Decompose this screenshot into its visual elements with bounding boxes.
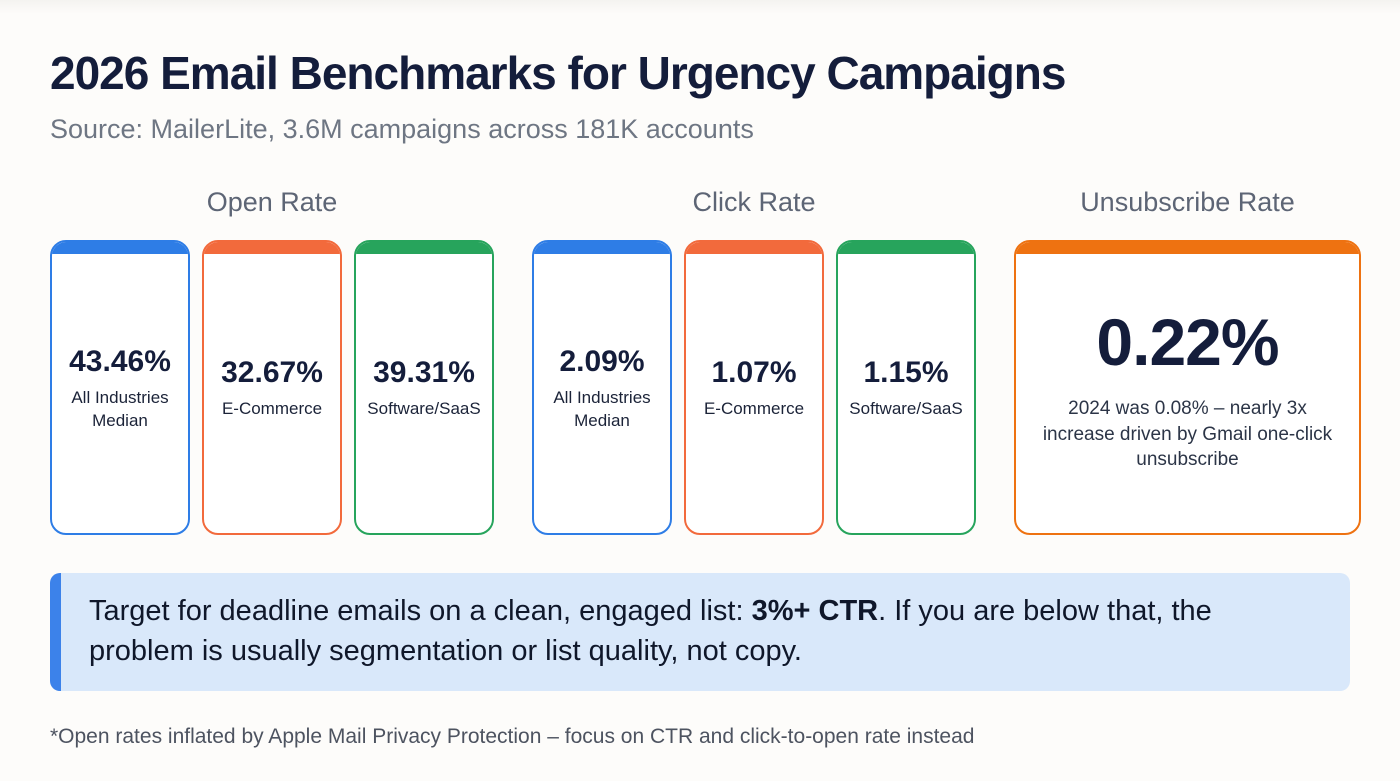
- target-callout: Target for deadline emails on a clean, e…: [50, 573, 1350, 692]
- stat-label: All Industries Median: [553, 388, 651, 430]
- stat-card-unsubscribe: 0.22% 2024 was 0.08% – nearly 3x increas…: [1014, 240, 1361, 535]
- source-subtitle: Source: MailerLite, 3.6M campaigns acros…: [50, 114, 754, 144]
- card-body: 0.22% 2024 was 0.08% – nearly 3x increas…: [1016, 254, 1359, 533]
- callout-text-suffix: . If you are below that, the problem is …: [89, 595, 1212, 668]
- card-body: 2.09% All Industries Median: [534, 254, 670, 533]
- stat-card-click-ecommerce: 1.07% E-Commerce: [684, 240, 824, 535]
- card-top-accent: [356, 242, 492, 254]
- stat-value: 39.31%: [373, 356, 475, 390]
- card-body: 39.31% Software/SaaS: [356, 254, 492, 533]
- group-click-rate: Click Rate 2.09% All Industries Median 1…: [532, 187, 976, 535]
- footnote: *Open rates inflated by Apple Mail Priva…: [50, 725, 975, 749]
- card-top-accent: [1016, 242, 1359, 254]
- stat-card-click-saas: 1.15% Software/SaaS: [836, 240, 976, 535]
- stat-value: 1.07%: [711, 356, 797, 390]
- click-rate-cards: 2.09% All Industries Median 1.07% E-Comm…: [532, 240, 976, 535]
- card-body: 32.67% E-Commerce: [204, 254, 340, 533]
- stat-card-click-all-industries: 2.09% All Industries Median: [532, 240, 672, 535]
- callout-text-bold: 3%+ CTR: [751, 595, 879, 627]
- card-top-accent: [204, 242, 340, 254]
- card-body: 43.46% All Industries Median: [52, 254, 188, 533]
- group-unsubscribe-rate: Unsubscribe Rate 0.22% 2024 was 0.08% – …: [1014, 187, 1361, 535]
- stat-label: All Industries Median: [71, 388, 169, 430]
- card-body: 1.15% Software/SaaS: [838, 254, 974, 533]
- card-top-accent: [686, 242, 822, 254]
- stat-label: Software/SaaS: [849, 399, 963, 419]
- stat-value: 32.67%: [221, 356, 323, 390]
- open-rate-cards: 43.46% All Industries Median 32.67% E-Co…: [50, 240, 494, 535]
- benchmark-chart: Open Rate 43.46% All Industries Median 3…: [50, 187, 1361, 535]
- stat-label: E-Commerce: [703, 399, 805, 419]
- card-body: 1.07% E-Commerce: [686, 254, 822, 533]
- group-label-click-rate: Click Rate: [692, 187, 816, 217]
- card-top-accent: [52, 242, 188, 254]
- stat-value: 43.46%: [69, 345, 171, 379]
- stat-card-open-ecommerce: 32.67% E-Commerce: [202, 240, 342, 535]
- card-top-accent: [838, 242, 974, 254]
- stat-note: 2024 was 0.08% – nearly 3x increase driv…: [1042, 398, 1333, 471]
- stat-label: Software/SaaS: [367, 399, 481, 419]
- unsubscribe-cards: 0.22% 2024 was 0.08% – nearly 3x increas…: [1014, 240, 1361, 535]
- callout-text-prefix: Target for deadline emails on a clean, e…: [89, 595, 752, 627]
- card-top-accent: [534, 242, 670, 254]
- stat-card-open-all-industries: 43.46% All Industries Median: [50, 240, 190, 535]
- page-title: 2026 Email Benchmarks for Urgency Campai…: [50, 47, 1066, 99]
- stat-card-open-saas: 39.31% Software/SaaS: [354, 240, 494, 535]
- stat-value: 2.09%: [559, 345, 645, 379]
- stat-label: E-Commerce: [221, 399, 323, 419]
- group-open-rate: Open Rate 43.46% All Industries Median 3…: [50, 187, 494, 535]
- stat-value: 1.15%: [863, 356, 949, 390]
- group-label-unsubscribe-rate: Unsubscribe Rate: [1080, 187, 1295, 217]
- stat-value: 0.22%: [1096, 305, 1279, 380]
- group-label-open-rate: Open Rate: [206, 187, 338, 217]
